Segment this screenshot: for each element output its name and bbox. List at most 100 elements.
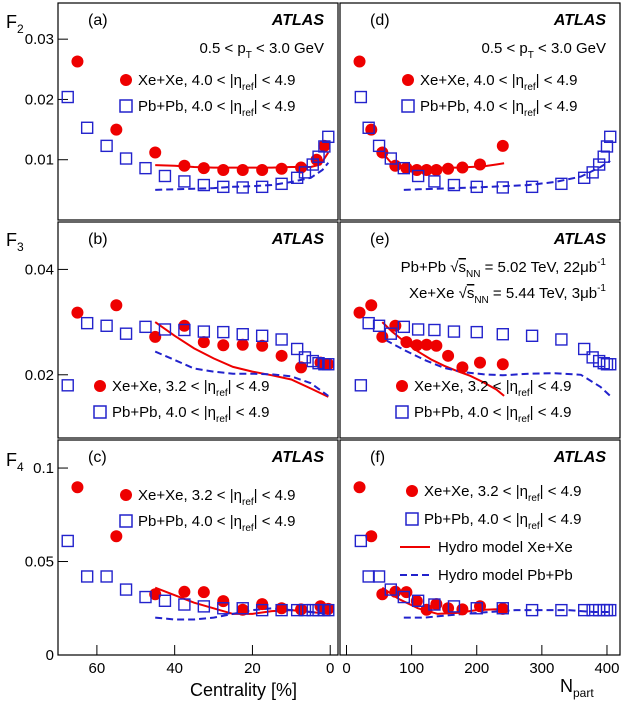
panel-b: 0.02 0.04 (b) ATLAS Xe+Xe, 3.2 < |ηref| < 4.… [25, 221, 339, 439]
data-point-xexe [322, 602, 335, 615]
data-point-xexe [376, 588, 389, 601]
legend-text: Xe+Xe, 3.2 < |ηref| < 4.9 [424, 483, 582, 504]
data-point-pbpb [275, 177, 288, 191]
data-point-pbpb [428, 598, 441, 611]
x-label-centrality: Centrality [%] [190, 680, 297, 700]
y-label-f4: F4 [6, 450, 24, 474]
data-point-xexe [110, 530, 123, 543]
legend-text: Pb+Pb, 4.0 < |ηref| < 4.9 [112, 404, 270, 425]
data-point-pbpb [411, 169, 425, 183]
data-point-pbpb [119, 152, 133, 165]
panel-label: (e) [370, 231, 390, 248]
data-point-pbpb [80, 121, 94, 134]
data-point-pbpb [592, 158, 606, 171]
data-point-pbpb [447, 600, 461, 613]
data-point-pbpb [139, 590, 152, 604]
data-point-xexe [420, 338, 433, 351]
data-point-pbpb [600, 140, 614, 153]
data-point-xexe [353, 481, 366, 494]
data-point-xexe [496, 602, 509, 615]
panels-group: 0.01 0.02 0.03 (a) ATLAS 0.5 < pT < 3.0 GeV Xe… [25, 2, 621, 677]
data-point-pbpb [604, 603, 617, 617]
y-tick-label: 0.05 [25, 554, 54, 571]
legend-text: Xe+Xe, 4.0 < |ηref| < 4.9 [138, 72, 296, 93]
data-point-pbpb [384, 583, 397, 596]
data-point-xexe [256, 163, 269, 176]
data-point-pbpb [318, 140, 331, 153]
panel-label: (b) [88, 231, 108, 248]
data-point-pbpb [80, 316, 94, 330]
data-point-xexe [496, 358, 509, 371]
x-tick-label: 20 [244, 660, 261, 677]
data-point-pbpb [397, 590, 411, 604]
atlas-label: ATLAS [271, 12, 324, 29]
data-point-pbpb [525, 329, 539, 342]
data-point-pbpb [298, 603, 312, 617]
data-point-xexe [256, 339, 269, 352]
data-point-xexe [110, 123, 123, 136]
x-tick-label: 0 [326, 660, 334, 677]
data-point-pbpb [525, 180, 539, 194]
x-tick-label: 200 [464, 660, 489, 677]
data-point-pbpb [397, 320, 411, 334]
data-point-xexe [71, 306, 84, 319]
data-point-pbpb [178, 598, 191, 611]
data-point-xexe [456, 161, 469, 174]
model-curve-xexe [154, 321, 329, 398]
panel-label: (c) [88, 449, 107, 466]
y-tick-label: 0.02 [25, 91, 54, 108]
data-point-pbpb [322, 358, 335, 371]
y-tick-label: 0.04 [25, 261, 54, 278]
data-point-pbpb [604, 130, 617, 144]
panel-frame [57, 2, 339, 221]
data-point-xexe [456, 603, 469, 616]
y-tick-label: 0 [46, 647, 54, 664]
data-point-pbpb [372, 139, 386, 153]
atlas-label: ATLAS [553, 231, 606, 248]
data-point-pbpb [411, 594, 425, 607]
data-point-pbpb [447, 178, 461, 192]
panel-c: 0 0.05 0.1 60 40 20 0 (c) ATLAS Xe+Xe, 3.2 < |ηre… [25, 439, 339, 677]
data-point-pbpb [597, 356, 610, 370]
data-point-xexe [149, 330, 162, 343]
legend-marker-pbpb [119, 99, 133, 113]
data-point-xexe [400, 162, 413, 175]
data-point-pbpb [275, 603, 288, 617]
y-tick-label: 0.01 [25, 152, 54, 169]
data-point-xexe [365, 299, 378, 312]
energy-annotation: Xe+Xe √sNN = 5.44 TeV, 3μb-1 [409, 283, 606, 306]
data-point-pbpb [236, 328, 249, 341]
atlas-label: ATLAS [553, 449, 606, 466]
data-point-pbpb [354, 379, 368, 392]
legend-marker-xexe [402, 74, 414, 86]
data-point-xexe [217, 595, 230, 608]
legend-text-hydro-xexe: Hydro model Xe+Xe [438, 539, 573, 556]
data-point-xexe [365, 530, 378, 543]
data-point-pbpb [61, 379, 74, 392]
data-point-pbpb [255, 180, 269, 194]
y-label-f2: F2 [6, 12, 24, 36]
data-point-pbpb [139, 320, 152, 334]
atlas-label: ATLAS [271, 449, 324, 466]
model-curve-pbpb [403, 160, 611, 191]
y-tick-label: 0.02 [25, 367, 54, 384]
data-point-pbpb [61, 534, 74, 548]
model-curve-xexe [381, 321, 505, 397]
data-point-pbpb [290, 603, 304, 617]
data-point-pbpb [397, 161, 411, 175]
data-point-pbpb [158, 169, 172, 183]
data-point-xexe [217, 339, 230, 352]
data-point-pbpb [158, 323, 172, 336]
x-tick-label: 0 [342, 660, 350, 677]
data-point-xexe [178, 159, 191, 172]
data-point-xexe [474, 158, 486, 171]
data-point-pbpb [178, 175, 191, 188]
data-point-pbpb [586, 166, 599, 179]
legend-marker-xexe [94, 380, 106, 392]
data-point-xexe [178, 585, 191, 598]
data-point-pbpb [384, 152, 397, 165]
data-point-xexe [236, 603, 249, 616]
data-point-xexe [149, 146, 162, 159]
data-point-pbpb [586, 603, 599, 617]
